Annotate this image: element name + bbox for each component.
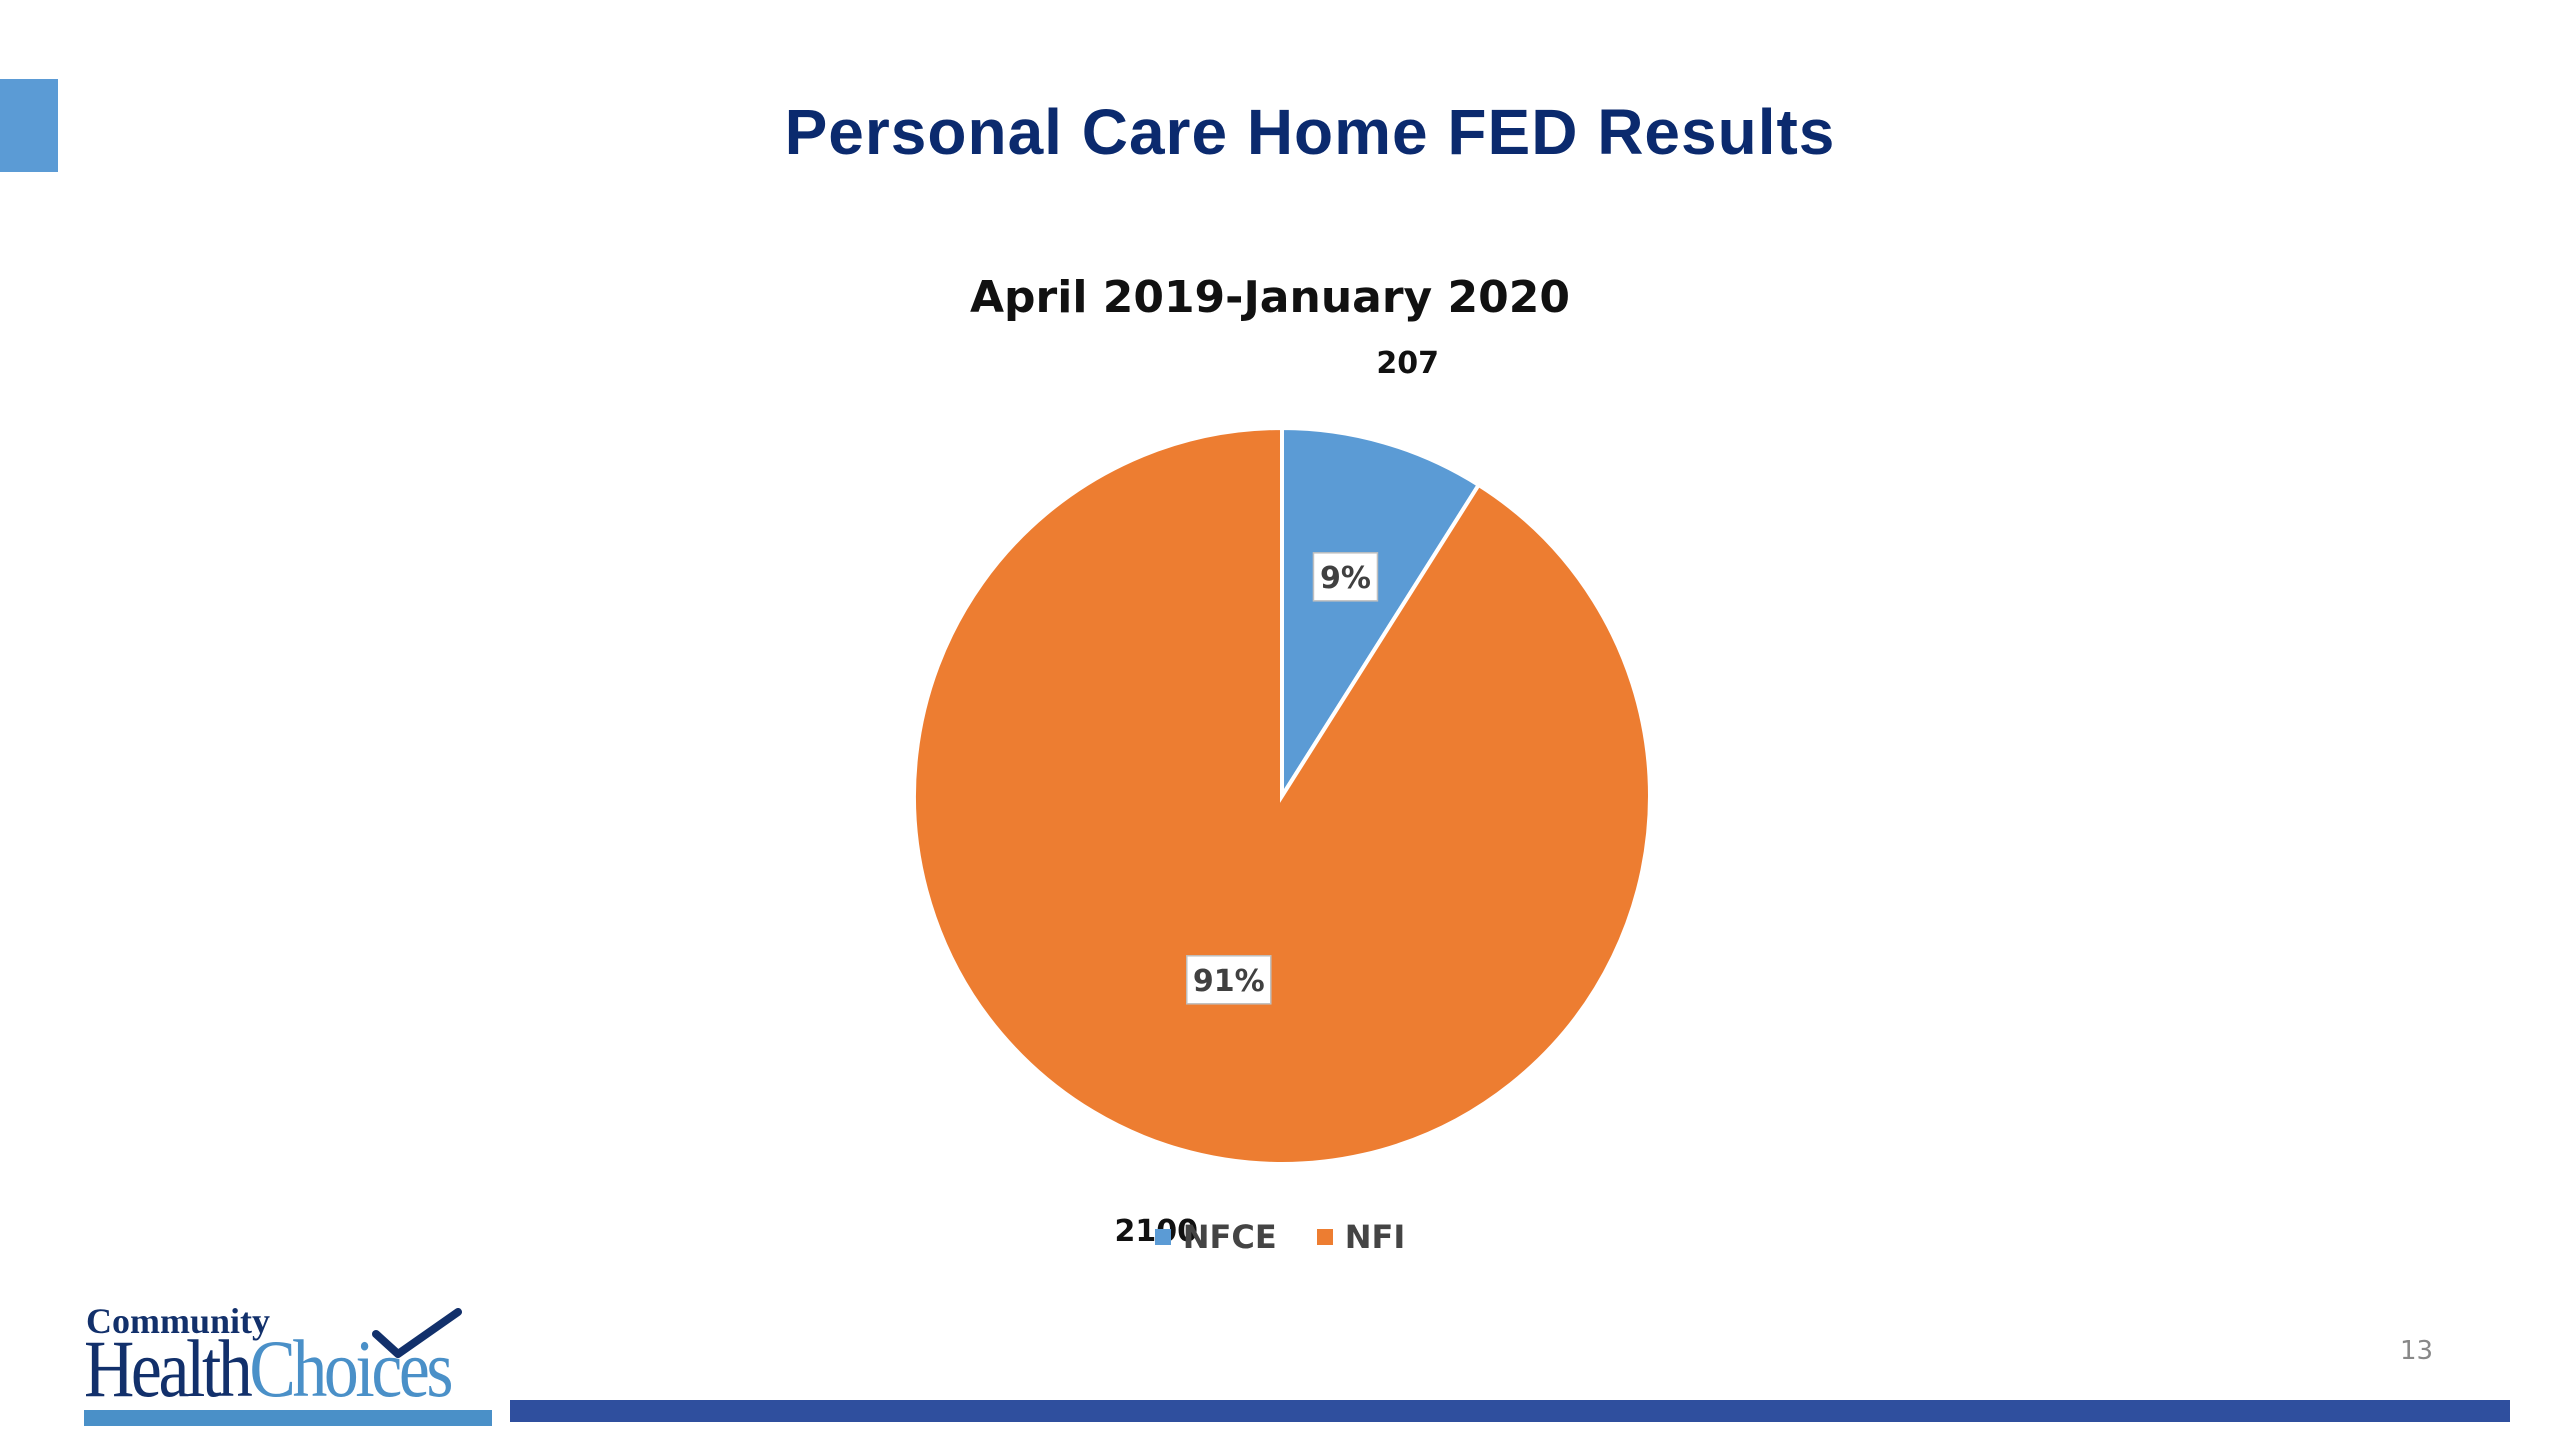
logo-health-text: Health [84, 1323, 253, 1414]
legend-item-nfce: NFCE [1154, 1218, 1277, 1256]
corner-accent [0, 79, 58, 172]
logo-choices-text: Choices [249, 1323, 453, 1414]
legend-item-nfi: NFI [1316, 1218, 1406, 1256]
logo-main-text: HealthChoices [84, 1322, 454, 1416]
percent-label-box-nfce [1312, 552, 1379, 602]
pie-slice-nfce [1280, 425, 1482, 803]
percent-label-nfi: 91% [1193, 964, 1265, 999]
percent-label-box-nfi [1186, 955, 1272, 1005]
value-label-nfce: 207 [1376, 346, 1439, 381]
logo-underline-bar [84, 1410, 492, 1426]
slide-title: Personal Care Home FED Results [784, 96, 1836, 168]
checkmark-icon [372, 1308, 462, 1358]
page-number: 13 [2400, 1336, 2434, 1366]
legend-swatch-nfce [1154, 1229, 1171, 1245]
logo-community-text: Community [86, 1301, 271, 1341]
percent-label-nfce: 9% [1320, 561, 1371, 596]
pie-slice-nfi [912, 425, 1652, 1166]
chart-legend: NFCE NFI [0, 1218, 2560, 1256]
legend-swatch-nfi [1316, 1229, 1333, 1245]
legend-label-nfi: NFI [1344, 1218, 1406, 1256]
community-healthchoices-logo: Community HealthChoices [84, 1300, 494, 1428]
chart-title: April 2019-January 2020 [969, 272, 1570, 323]
footer-bar [510, 1400, 2510, 1422]
legend-label-nfce: NFCE [1182, 1218, 1277, 1256]
